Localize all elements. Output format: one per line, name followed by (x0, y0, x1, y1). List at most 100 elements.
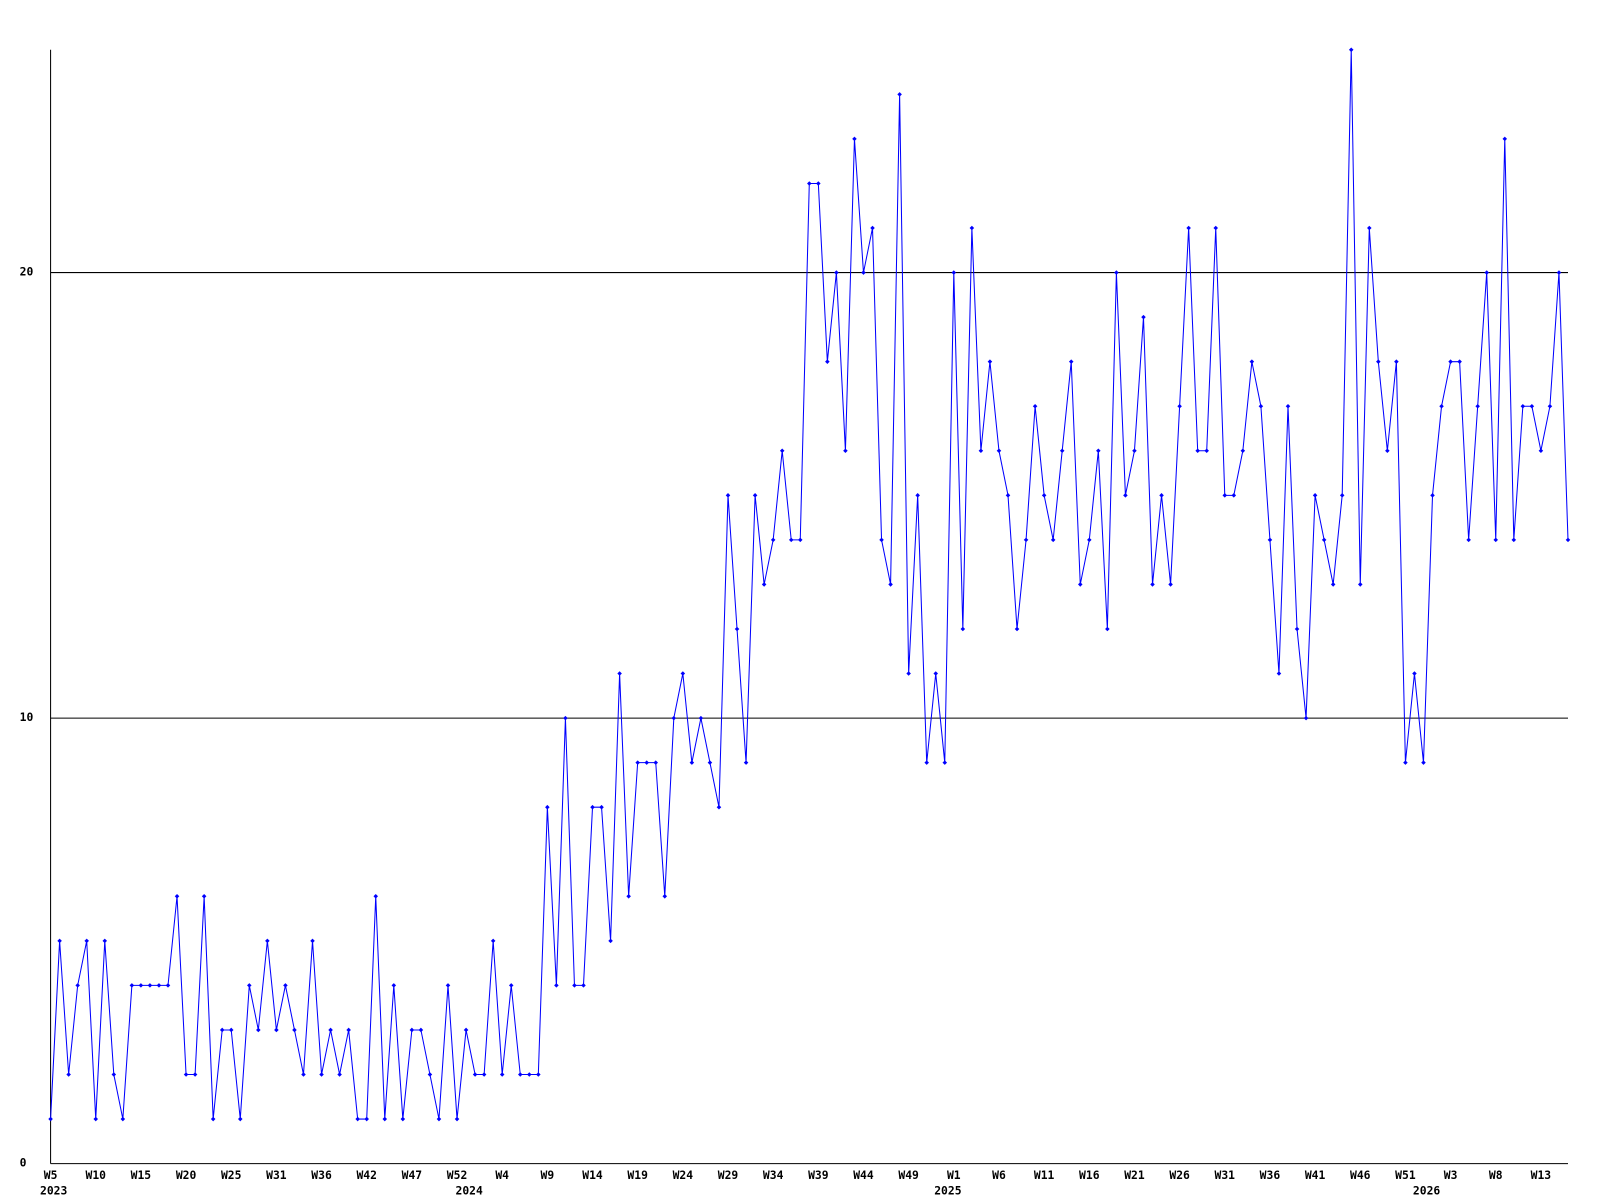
x-tick-label: W46 (1350, 1168, 1371, 1182)
marker (978, 448, 984, 454)
marker (373, 894, 379, 899)
marker (915, 493, 920, 498)
y-tick-label: 10 (20, 710, 34, 724)
marker (201, 894, 207, 899)
marker (75, 983, 80, 988)
marker (355, 1116, 360, 1122)
marker (346, 1027, 351, 1033)
marker (581, 983, 586, 988)
marker (888, 582, 893, 587)
x-tick-label: W15 (131, 1168, 152, 1182)
marker (1105, 626, 1110, 632)
x-tick-label: W3 (1444, 1168, 1458, 1182)
marker (274, 1027, 279, 1033)
x-tick-label: W8 (1489, 1168, 1503, 1182)
marker (788, 537, 794, 543)
marker (608, 938, 613, 944)
y-tick-label: 20 (20, 265, 34, 279)
marker (1285, 403, 1291, 409)
x-tick-label: W36 (1260, 1168, 1281, 1182)
x-tick-label: W1 (947, 1168, 961, 1182)
marker (1023, 537, 1029, 543)
marker (536, 1072, 541, 1077)
marker (219, 1027, 225, 1033)
marker (138, 983, 144, 988)
marker (599, 804, 604, 810)
marker (93, 1116, 99, 1122)
marker (283, 983, 288, 988)
marker (427, 1072, 433, 1077)
marker (237, 1116, 243, 1122)
x-tick-label: W31 (1215, 1168, 1236, 1182)
marker (1195, 448, 1200, 454)
marker (418, 1027, 424, 1033)
marker (680, 671, 686, 676)
marker (454, 1116, 460, 1122)
marker (1321, 537, 1327, 543)
marker (797, 537, 803, 543)
marker (698, 715, 704, 721)
marker (1077, 582, 1083, 587)
marker (960, 626, 966, 632)
marker (1041, 493, 1047, 498)
marker (1385, 448, 1390, 454)
marker (310, 938, 315, 944)
marker (924, 760, 929, 765)
x-tick-label: W41 (1305, 1168, 1326, 1182)
marker (843, 448, 848, 454)
x-tick-label: W47 (402, 1168, 423, 1182)
x-year-label: 2023 (40, 1183, 67, 1197)
marker (734, 626, 740, 632)
marker (1213, 225, 1219, 231)
x-tick-label: W34 (763, 1168, 784, 1182)
marker (1565, 537, 1571, 543)
marker (1294, 626, 1300, 632)
marker (364, 1116, 369, 1122)
marker (183, 1072, 189, 1077)
marker (1150, 582, 1155, 587)
marker (1276, 671, 1282, 676)
x-tick-label: W4 (495, 1168, 509, 1182)
marker (1466, 537, 1471, 543)
marker (1159, 493, 1164, 498)
marker (228, 1027, 234, 1033)
marker (942, 760, 948, 765)
marker (1087, 537, 1092, 543)
marker (1141, 314, 1146, 320)
marker (174, 894, 180, 899)
marker (1204, 448, 1209, 454)
marker (337, 1072, 342, 1077)
marker (1484, 270, 1489, 275)
marker (147, 983, 153, 988)
marker (1439, 403, 1444, 409)
marker (545, 804, 550, 810)
x-tick-label: W6 (992, 1168, 1006, 1182)
x-tick-label: W36 (311, 1168, 332, 1182)
marker (870, 225, 875, 231)
marker (852, 136, 857, 142)
y-tick-label: 0 (20, 1156, 27, 1170)
marker (120, 1116, 126, 1122)
line (50, 49, 1569, 1120)
marker (671, 715, 677, 721)
marker (1222, 493, 1228, 498)
marker (897, 92, 902, 97)
marker (689, 760, 695, 765)
marker (725, 493, 731, 498)
marker (1068, 359, 1074, 364)
marker (1050, 537, 1056, 543)
x-tick-label: W21 (1124, 1168, 1145, 1182)
marker (707, 760, 713, 765)
marker (111, 1072, 117, 1077)
marker (382, 1116, 388, 1122)
marker (1421, 760, 1426, 765)
marker (554, 983, 559, 988)
marker (1132, 448, 1137, 454)
x-tick-label: W19 (627, 1168, 648, 1182)
marker (256, 1027, 261, 1033)
marker (626, 894, 631, 899)
marker (1177, 403, 1182, 409)
marker (1005, 493, 1011, 498)
marker (1267, 537, 1273, 543)
marker (409, 1027, 415, 1033)
